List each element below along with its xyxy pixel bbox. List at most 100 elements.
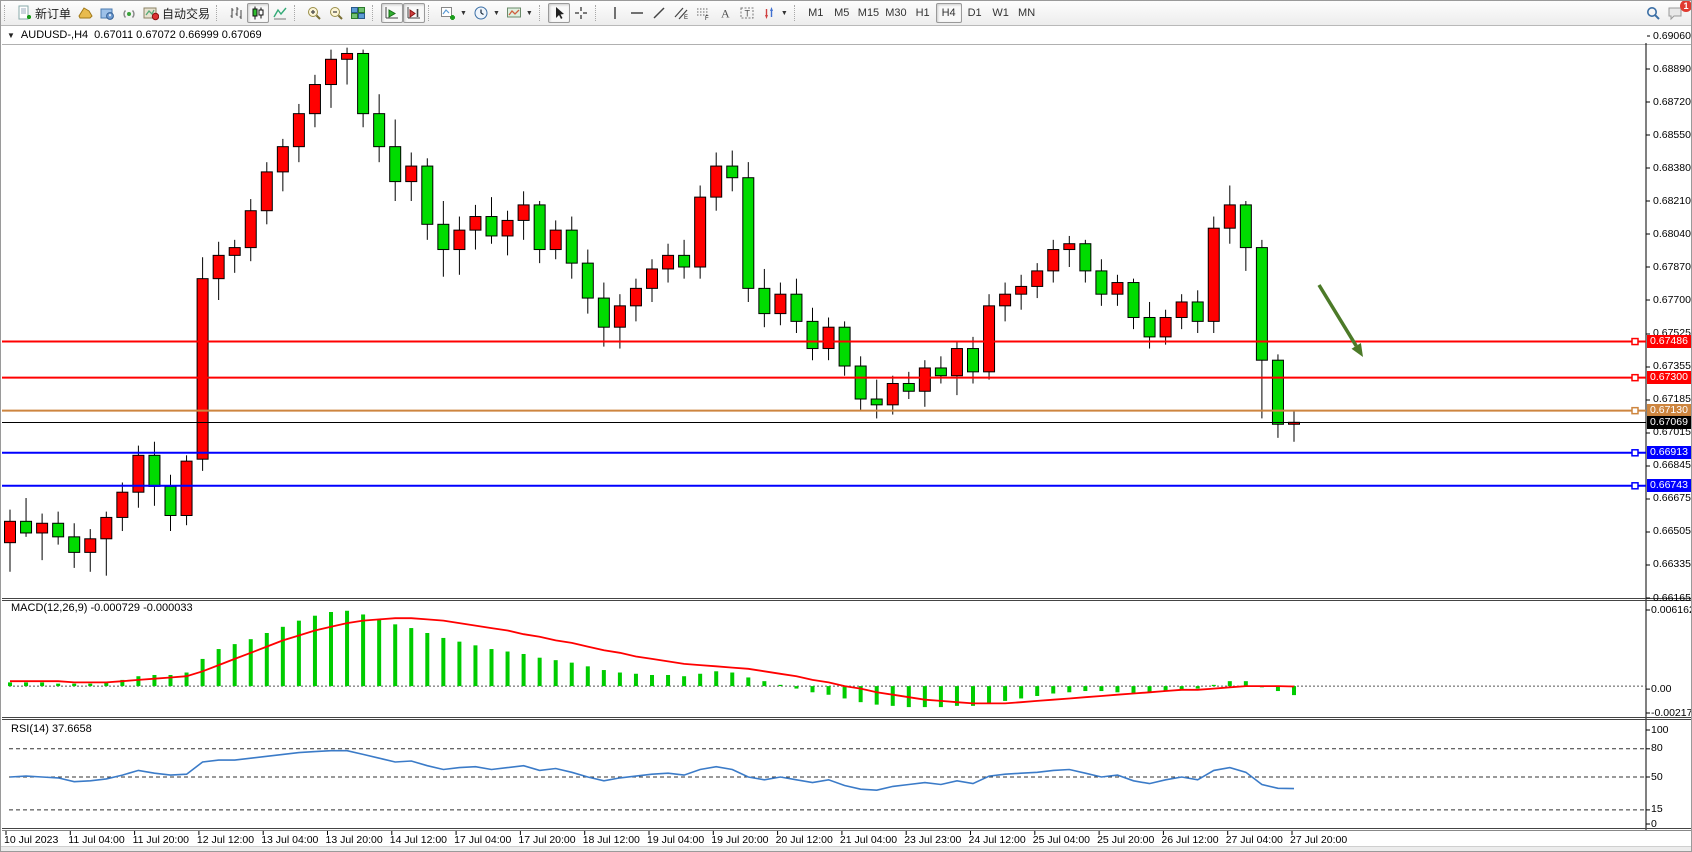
macd-pane[interactable] bbox=[8, 601, 1646, 717]
candle-down bbox=[421, 165, 434, 225]
templates-button[interactable]: ▼ bbox=[503, 3, 536, 23]
timeframe-button-m15[interactable]: M15 bbox=[857, 7, 880, 19]
hline-handle[interactable] bbox=[1631, 373, 1639, 382]
new-chart-button[interactable] bbox=[74, 3, 96, 23]
horizontal-line-button[interactable] bbox=[626, 3, 648, 23]
macd-histogram-bar bbox=[232, 644, 237, 687]
macd-histogram-bar bbox=[312, 615, 317, 687]
tile-windows-icon bbox=[351, 7, 366, 19]
arrows-button[interactable]: ▼ bbox=[758, 3, 791, 23]
macd-histogram-bar bbox=[521, 653, 526, 687]
macd-histogram-bar bbox=[938, 686, 943, 708]
auto-scroll-icon bbox=[385, 7, 399, 19]
candlestick-chart-button[interactable] bbox=[247, 3, 270, 23]
candle-up bbox=[1111, 282, 1124, 295]
timeframe-button-mn[interactable]: MN bbox=[1018, 7, 1036, 19]
macd-histogram-bar bbox=[489, 649, 494, 687]
candle-down bbox=[597, 297, 610, 328]
toolbar-grip bbox=[294, 5, 299, 21]
rsi-line bbox=[9, 749, 1295, 792]
timeframe-button-w1[interactable]: W1 bbox=[992, 7, 1009, 19]
macd-histogram-bar bbox=[922, 686, 927, 708]
fibonacci-button[interactable]: F bbox=[692, 3, 714, 23]
candle-down bbox=[148, 454, 161, 487]
templates-icon bbox=[506, 7, 521, 18]
macd-histogram-bar bbox=[457, 641, 462, 687]
macd-histogram-bar bbox=[1003, 686, 1008, 701]
new-order-button[interactable]: 新订单 bbox=[13, 3, 74, 23]
candle-up bbox=[950, 348, 963, 377]
timeframe-button-h1[interactable]: H1 bbox=[915, 7, 930, 19]
svg-text:E: E bbox=[684, 15, 688, 21]
vertical-line-button[interactable] bbox=[604, 3, 626, 23]
timeframe-button-m5[interactable]: M5 bbox=[834, 7, 850, 19]
toolbar-grip bbox=[216, 5, 221, 21]
candle-down bbox=[838, 326, 851, 367]
templates-dropdown-caret: ▼ bbox=[525, 9, 533, 17]
macd-histogram-bar bbox=[425, 632, 430, 687]
hline-handle[interactable] bbox=[1631, 449, 1639, 457]
macd-histogram-bar bbox=[650, 674, 654, 687]
main-price-pane[interactable] bbox=[8, 45, 1646, 598]
candle-up bbox=[116, 491, 129, 518]
symbol-dropdown-icon[interactable]: ▼ bbox=[7, 30, 15, 40]
text-label-button[interactable]: T bbox=[736, 3, 758, 23]
macd-histogram-bar bbox=[714, 671, 719, 687]
indicators-button[interactable]: ▼ bbox=[437, 3, 470, 23]
arrow-annotation[interactable] bbox=[1317, 284, 1358, 347]
candle-up bbox=[308, 84, 321, 115]
candle-up bbox=[549, 229, 562, 251]
arrow-annotation-head[interactable] bbox=[1351, 343, 1363, 357]
macd-histogram-bar bbox=[184, 672, 189, 687]
timeframe-button-m1[interactable]: M1 bbox=[808, 7, 824, 19]
profiles-icon bbox=[100, 8, 114, 20]
macd-histogram-bar bbox=[1179, 686, 1184, 690]
fibonacci-icon: F bbox=[696, 8, 709, 21]
crosshair-button[interactable] bbox=[570, 3, 592, 23]
timeframe-button-h4[interactable]: H4 bbox=[935, 3, 962, 23]
search-button[interactable] bbox=[1642, 3, 1664, 23]
signals-button[interactable] bbox=[118, 3, 140, 23]
hline-handle[interactable] bbox=[1631, 482, 1639, 490]
timeframe-button-m30[interactable]: M30 bbox=[885, 7, 907, 19]
zoom-in-button[interactable] bbox=[303, 3, 325, 23]
zoom-out-button[interactable] bbox=[325, 3, 347, 23]
tile-windows-button[interactable] bbox=[347, 3, 369, 23]
crosshair-icon bbox=[574, 7, 587, 19]
candle-up bbox=[774, 293, 787, 315]
candle-up bbox=[1047, 249, 1060, 272]
macd-histogram-bar bbox=[1083, 686, 1088, 692]
trendline-button[interactable] bbox=[648, 3, 670, 23]
line-chart-button[interactable] bbox=[269, 3, 291, 23]
svg-text:T: T bbox=[744, 9, 750, 19]
zoom-in-icon bbox=[308, 7, 321, 20]
macd-histogram-bar bbox=[601, 670, 606, 687]
candle-up bbox=[918, 367, 931, 392]
auto-scroll-button[interactable] bbox=[381, 3, 404, 23]
macd-histogram-bar bbox=[88, 683, 93, 687]
timeframe-button-d1[interactable]: D1 bbox=[967, 7, 982, 19]
text-button[interactable]: A bbox=[714, 3, 736, 23]
equidistant-channel-button[interactable]: E bbox=[670, 3, 692, 23]
profiles-button[interactable] bbox=[96, 3, 118, 23]
cursor-button[interactable] bbox=[547, 3, 570, 23]
chart-shift-button[interactable] bbox=[403, 3, 426, 23]
hline-handle[interactable] bbox=[1631, 337, 1639, 346]
macd-histogram-bar bbox=[264, 632, 269, 687]
macd-histogram-bar bbox=[40, 682, 45, 687]
symbol-row[interactable]: ▼ AUDUSD-,H4 0.67011 0.67072 0.66999 0.6… bbox=[3, 27, 1647, 43]
bar-chart-button[interactable] bbox=[225, 3, 247, 23]
periods-button[interactable]: ▼ bbox=[470, 3, 503, 23]
macd-histogram-bar bbox=[826, 686, 831, 695]
macd-histogram-bar bbox=[1195, 686, 1200, 689]
rsi-pane[interactable] bbox=[8, 720, 1646, 828]
symbol-title: AUDUSD-,H4 bbox=[20, 29, 89, 41]
hline-handle[interactable] bbox=[1631, 406, 1639, 415]
candle-up bbox=[694, 196, 707, 268]
candle-down bbox=[678, 254, 691, 268]
auto-trading-icon bbox=[143, 7, 160, 21]
candle-down bbox=[164, 485, 177, 516]
notifications-button[interactable]: 1 bbox=[1664, 1, 1691, 23]
auto-trading-button[interactable]: 自动交易 bbox=[140, 3, 213, 23]
